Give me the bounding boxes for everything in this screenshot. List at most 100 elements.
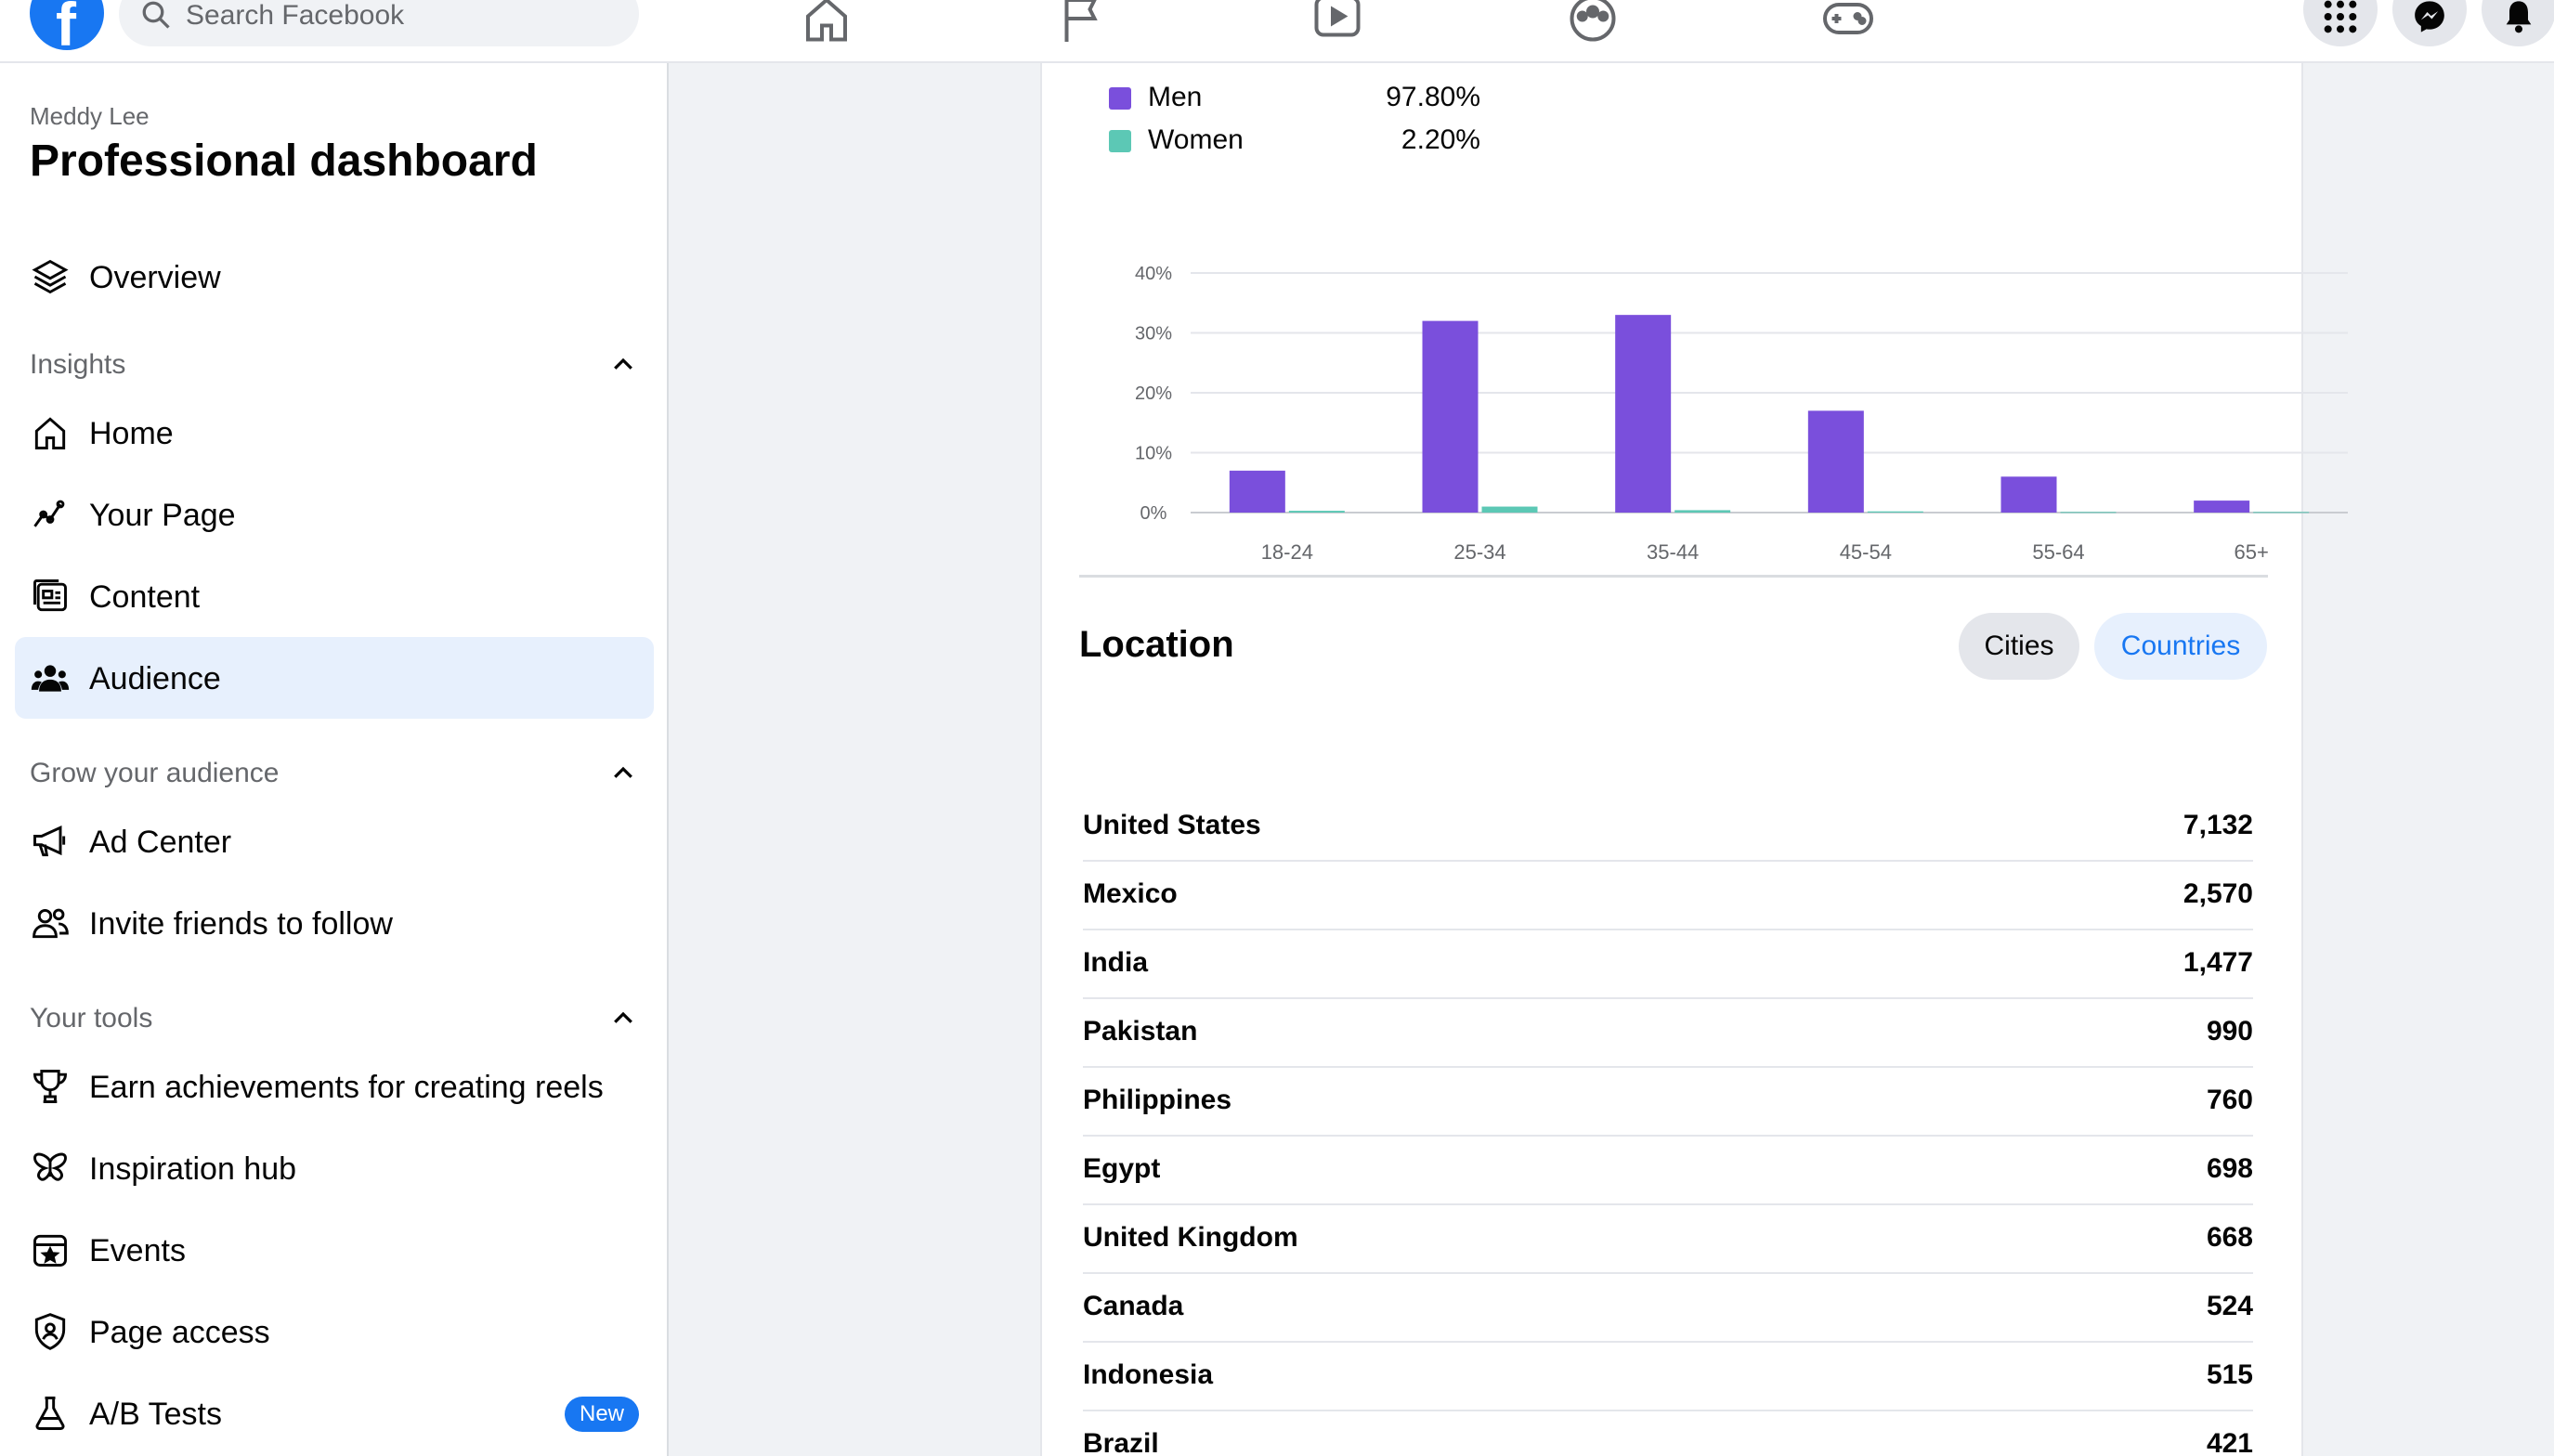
sidebar-item-invite-friends[interactable]: Invite friends to follow	[15, 882, 654, 964]
messenger-icon	[2415, 1, 2444, 32]
megaphone-icon	[33, 826, 66, 857]
table-row: Philippines 760	[1083, 1068, 2253, 1137]
bar-women-35-44	[1674, 510, 1731, 513]
chevron-up-icon[interactable]	[609, 760, 637, 787]
groups-icon[interactable]	[1565, 0, 1621, 46]
messenger-button[interactable]	[2392, 0, 2467, 46]
country-count: 2,570	[2183, 878, 2253, 909]
age-gender-bar-chart: 0% 10% 20% 30% 40% 18-24 25-34 35-44 45-54 55-64 6…	[1135, 264, 2348, 564]
layers-icon	[32, 259, 69, 294]
bar-women-18-24	[1288, 511, 1345, 513]
flask-icon	[35, 1397, 65, 1430]
sidebar-item-label: Earn achievements for creating reels	[89, 1070, 604, 1105]
bar-women-25-34	[1481, 506, 1538, 513]
x-tick-label: 55-64	[2032, 540, 2084, 564]
table-row: United Kingdom 668	[1083, 1205, 2253, 1274]
sidebar-item-label: A/B Tests	[89, 1397, 222, 1432]
country-name: Egypt	[1083, 1153, 1161, 1184]
left-sidebar: Meddy Lee Professional dashboard Overvie…	[0, 63, 669, 1456]
search-box[interactable]: Search Facebook	[119, 0, 639, 46]
legend-label: Women	[1148, 124, 1244, 155]
country-name: Philippines	[1083, 1085, 1232, 1115]
sidebar-item-inspiration-hub[interactable]: Inspiration hub	[15, 1127, 654, 1209]
country-count: 698	[2206, 1153, 2253, 1184]
table-row: Pakistan 990	[1083, 999, 2253, 1068]
audience-card: Men 97.80% Women 2.20% 0% 10% 20% 30% 40% 18-…	[1040, 63, 2348, 1456]
sidebar-item-events[interactable]: Events	[15, 1209, 654, 1291]
x-tick-label: 45-54	[1840, 540, 1892, 564]
sidebar-item-content[interactable]: Content	[15, 555, 654, 637]
table-row: Canada 524	[1083, 1274, 2253, 1343]
sidebar-item-ab-tests[interactable]: A/B Tests New	[15, 1372, 654, 1454]
legend-value: 97.80%	[1386, 82, 1480, 112]
bar-men-65+	[2194, 500, 2250, 513]
facebook-logo[interactable]: f	[30, 0, 104, 58]
legend-value: 2.20%	[1401, 124, 1480, 155]
sidebar-item-home[interactable]: Home	[15, 392, 654, 474]
legend-label: Men	[1148, 82, 1203, 112]
sidebar-item-label: Ad Center	[89, 825, 232, 860]
section-heading-tools: Your tools	[30, 1003, 153, 1034]
table-row: United States 7,132	[1083, 793, 2253, 862]
bar-women-45-54	[1867, 511, 1923, 513]
y-tick-label: 0%	[1140, 503, 1167, 524]
bar-men-18-24	[1229, 470, 1285, 513]
sidebar-item-label: Your Page	[89, 498, 236, 533]
y-tick-label: 30%	[1135, 324, 1172, 344]
flag-icon[interactable]	[1055, 0, 1111, 46]
chevron-up-icon[interactable]	[609, 351, 637, 379]
table-row: Indonesia 515	[1083, 1343, 2253, 1411]
cities-tab[interactable]: Cities	[1959, 613, 2079, 680]
sidebar-item-label: Inspiration hub	[89, 1151, 297, 1187]
sidebar-item-label: Invite friends to follow	[89, 906, 393, 942]
new-badge: New	[564, 1397, 639, 1432]
bar-men-35-44	[1615, 315, 1672, 513]
menu-grid-icon	[2324, 0, 2357, 33]
x-tick-label: 35-44	[1647, 540, 1699, 564]
butterfly-icon	[33, 1152, 67, 1181]
x-tick-label: 65+	[2235, 540, 2269, 564]
bar-women-65+	[2253, 512, 2310, 514]
section-heading-insights: Insights	[30, 349, 126, 380]
section-heading-grow: Grow your audience	[30, 758, 280, 788]
sidebar-item-label: Audience	[89, 661, 221, 696]
country-count: 760	[2206, 1085, 2253, 1115]
home-icon[interactable]	[799, 0, 854, 46]
sidebar-item-ad-center[interactable]: Ad Center	[15, 800, 654, 882]
gaming-icon[interactable]	[1820, 0, 1876, 46]
y-tick-label: 40%	[1135, 264, 1172, 284]
home-icon	[34, 417, 66, 449]
search-icon	[142, 1, 170, 29]
x-tick-label: 25-34	[1453, 540, 1505, 564]
search-placeholder: Search Facebook	[186, 0, 405, 31]
country-count: 1,477	[2183, 947, 2253, 978]
sidebar-item-label: Events	[89, 1233, 186, 1268]
country-count: 515	[2206, 1359, 2253, 1390]
country-count: 7,132	[2183, 810, 2253, 840]
video-icon[interactable]	[1310, 0, 1365, 46]
country-name: Canada	[1083, 1291, 1184, 1321]
sidebar-item-audience[interactable]: Audience	[15, 637, 654, 719]
bar-men-25-34	[1422, 320, 1479, 513]
audience-icon	[31, 665, 70, 692]
bar-women-55-64	[2060, 512, 2117, 514]
sidebar-item-achievements[interactable]: Earn achievements for creating reels	[15, 1046, 654, 1127]
x-tick-label: 18-24	[1261, 540, 1313, 564]
country-count: 421	[2206, 1428, 2253, 1456]
table-row: Brazil 421	[1083, 1411, 2253, 1456]
sidebar-item-label: Home	[89, 416, 174, 451]
trend-chart-icon	[33, 500, 65, 527]
notifications-button[interactable]	[2482, 0, 2554, 46]
sidebar-item-overview[interactable]: Overview	[15, 236, 654, 318]
chevron-up-icon[interactable]	[609, 1005, 637, 1033]
sidebar-item-your-page[interactable]: Your Page	[15, 474, 654, 555]
page-owner-name: Meddy Lee	[30, 102, 150, 130]
menu-grid-button[interactable]	[2303, 0, 2378, 46]
sidebar-item-label: Content	[89, 579, 201, 615]
notifications-icon	[2506, 1, 2532, 33]
y-tick-label: 10%	[1135, 444, 1172, 464]
legend-swatch-women	[1109, 130, 1131, 152]
sidebar-item-page-access[interactable]: Page access	[15, 1291, 654, 1372]
countries-tab[interactable]: Countries	[2094, 613, 2267, 680]
country-name: Mexico	[1083, 878, 1178, 909]
